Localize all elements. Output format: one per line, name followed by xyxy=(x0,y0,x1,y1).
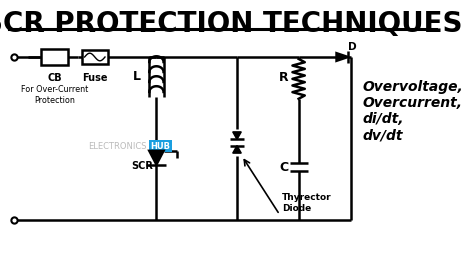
Text: R: R xyxy=(279,71,288,84)
Polygon shape xyxy=(337,53,348,61)
Text: Overvoltage,
Overcurrent,
di/dt,
dv/dt: Overvoltage, Overcurrent, di/dt, dv/dt xyxy=(363,80,464,142)
Text: CB: CB xyxy=(47,73,62,83)
Text: HUB: HUB xyxy=(151,142,171,151)
Text: D: D xyxy=(348,43,357,52)
Text: L: L xyxy=(133,70,141,84)
Text: SCR PROTECTION TECHNIQUES: SCR PROTECTION TECHNIQUES xyxy=(0,10,463,38)
Polygon shape xyxy=(149,151,164,165)
Polygon shape xyxy=(233,132,241,139)
Text: ELECTRONICS: ELECTRONICS xyxy=(88,142,146,151)
Text: SCR: SCR xyxy=(131,161,153,171)
Text: Fuse: Fuse xyxy=(82,73,108,83)
Text: C: C xyxy=(279,161,288,174)
Text: Thyrector
Diode: Thyrector Diode xyxy=(282,193,332,213)
Bar xyxy=(82,50,108,64)
Bar xyxy=(42,49,67,65)
Polygon shape xyxy=(233,146,241,153)
Text: For Over-Current
Protection: For Over-Current Protection xyxy=(21,85,88,105)
